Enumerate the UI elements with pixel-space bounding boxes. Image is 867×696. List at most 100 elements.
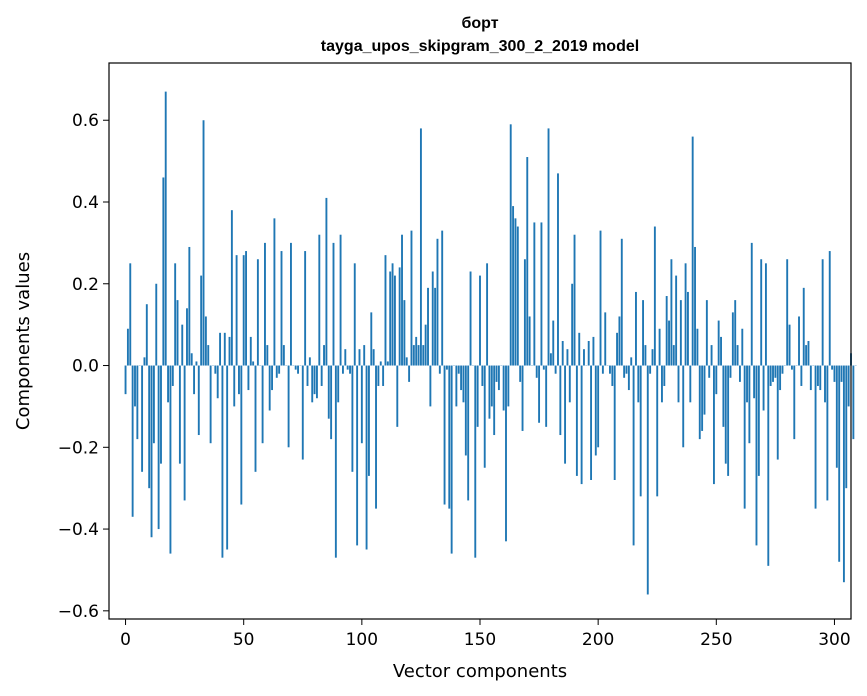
- bar: [684, 263, 687, 366]
- bar: [557, 173, 559, 366]
- y-tick-label: 0.0: [72, 357, 99, 377]
- bar: [734, 300, 737, 366]
- bar: [592, 336, 595, 366]
- bar: [616, 332, 618, 366]
- bar: [750, 242, 753, 366]
- bar: [488, 365, 491, 419]
- bar: [575, 365, 578, 476]
- bar: [583, 349, 585, 366]
- bar: [294, 365, 297, 370]
- bar: [790, 365, 793, 370]
- bar: [240, 365, 243, 505]
- bar: [375, 365, 377, 509]
- bar: [528, 316, 531, 366]
- x-tick-label: 50: [233, 630, 255, 650]
- bar: [687, 291, 689, 366]
- bar: [637, 365, 640, 403]
- bar: [249, 336, 252, 366]
- bar: [365, 365, 368, 550]
- bar: [824, 365, 826, 403]
- bar: [564, 365, 567, 464]
- bar: [256, 259, 259, 366]
- bar: [306, 365, 309, 386]
- bar: [838, 365, 841, 562]
- bar: [762, 365, 765, 411]
- bar: [538, 365, 541, 423]
- bar: [150, 365, 153, 538]
- bar: [476, 365, 479, 427]
- bar: [393, 275, 396, 366]
- bar: [840, 365, 843, 382]
- bar: [483, 365, 486, 468]
- bar: [776, 365, 779, 460]
- bar: [639, 365, 642, 497]
- bar: [174, 263, 177, 366]
- bar: [651, 349, 654, 366]
- bar: [370, 312, 373, 366]
- bar: [753, 365, 756, 399]
- bar: [670, 259, 673, 366]
- bar: [743, 365, 746, 509]
- bar: [424, 324, 427, 366]
- bar: [788, 324, 791, 366]
- bar: [278, 365, 281, 374]
- bar: [434, 287, 437, 366]
- bar: [845, 365, 848, 489]
- bar: [623, 365, 626, 378]
- x-tick-label: 0: [120, 630, 131, 650]
- bar: [427, 287, 429, 366]
- bars-group: [124, 91, 857, 595]
- bar: [233, 365, 236, 407]
- bar: [382, 365, 385, 386]
- bar: [665, 296, 668, 366]
- bar: [505, 365, 507, 542]
- bar: [828, 251, 831, 366]
- bar: [429, 365, 432, 407]
- bar: [311, 365, 314, 403]
- bar: [349, 365, 351, 374]
- bar: [649, 365, 652, 374]
- bar: [635, 291, 637, 366]
- bar: [772, 365, 774, 382]
- bar: [448, 365, 451, 509]
- y-tick-label: 0.2: [72, 275, 99, 295]
- bar: [774, 365, 777, 378]
- bar: [221, 365, 224, 558]
- bar: [358, 349, 361, 366]
- bar: [715, 365, 718, 395]
- y-tick-label: −0.6: [58, 602, 99, 622]
- bar: [781, 365, 784, 374]
- bar: [252, 361, 255, 366]
- x-tick-label: 150: [464, 630, 496, 650]
- bar: [389, 271, 392, 366]
- bar: [403, 300, 406, 366]
- bar: [549, 353, 552, 366]
- bar: [190, 353, 193, 366]
- bar: [386, 361, 389, 366]
- bar: [334, 365, 337, 558]
- bar: [698, 365, 701, 440]
- bar: [727, 365, 730, 476]
- x-tick-label: 100: [346, 630, 378, 650]
- bar: [384, 255, 387, 366]
- bar: [160, 365, 162, 464]
- bar: [675, 275, 678, 366]
- bar: [268, 365, 271, 411]
- bar: [779, 365, 782, 391]
- bar: [353, 263, 356, 366]
- bar: [438, 365, 441, 374]
- bar: [587, 341, 590, 366]
- bar: [486, 263, 489, 366]
- bar: [195, 361, 198, 366]
- bar: [653, 226, 656, 366]
- bar: [826, 365, 829, 501]
- bar: [193, 365, 196, 395]
- bar: [561, 341, 564, 366]
- bar: [545, 365, 548, 427]
- bar: [609, 365, 611, 374]
- bar: [228, 336, 231, 366]
- bar: [316, 365, 318, 399]
- bar: [131, 365, 134, 517]
- bar: [580, 365, 583, 485]
- bar: [235, 255, 238, 366]
